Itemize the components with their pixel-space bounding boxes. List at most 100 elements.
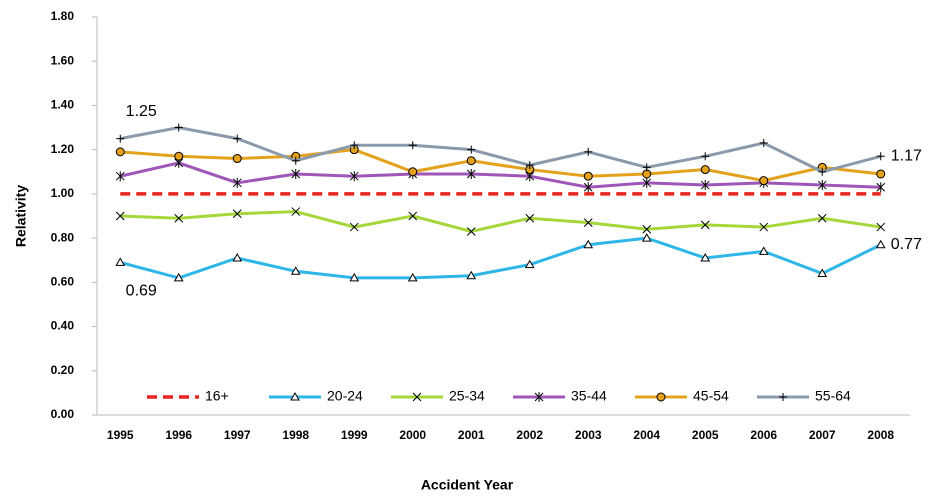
point-marker: [525, 161, 534, 170]
x-tick-label: 2002: [516, 428, 543, 442]
x-tick-label: 2000: [399, 428, 426, 442]
data-label: 1.17: [891, 148, 922, 165]
point-marker: [466, 156, 476, 166]
data-label: 0.69: [126, 283, 157, 300]
x-tick-label: 2008: [867, 428, 894, 442]
point-marker: [232, 177, 242, 188]
point-marker: [700, 253, 711, 262]
point-marker: [115, 211, 125, 221]
point-marker: [115, 257, 126, 266]
y-tick-label: 1.20: [51, 142, 75, 156]
x-tick-label: 2006: [750, 428, 777, 442]
point-marker: [467, 145, 476, 154]
x-tick-label: 2007: [809, 428, 836, 442]
point-marker: [466, 270, 477, 280]
legend-label: 20-24: [327, 388, 363, 404]
data-label: 0.77: [891, 236, 922, 253]
point-marker: [349, 222, 359, 232]
point-marker: [700, 220, 710, 230]
point-marker: [700, 180, 710, 191]
point-marker: [583, 218, 593, 227]
legend-label: 25-34: [449, 388, 485, 404]
point-marker: [407, 272, 418, 282]
x-tick-label: 1996: [165, 428, 192, 442]
legend-label: 35-44: [571, 388, 607, 404]
point-marker: [115, 171, 125, 182]
y-tick-label: 1.40: [51, 98, 75, 112]
x-tick-label: 2001: [458, 428, 485, 442]
point-marker: [583, 171, 593, 181]
x-tick-label: 2005: [692, 428, 719, 442]
point-marker: [408, 211, 418, 221]
point-marker: [116, 134, 125, 143]
point-marker: [525, 213, 535, 223]
point-marker: [642, 163, 651, 172]
point-marker: [700, 165, 710, 175]
point-marker: [641, 233, 652, 242]
series-line: [120, 148, 881, 183]
x-tick-label: 2004: [633, 428, 660, 442]
point-marker: [758, 246, 769, 255]
y-tick-label: 1.60: [51, 53, 75, 67]
x-tick-label: 1995: [107, 428, 134, 442]
legend-marker: [534, 392, 544, 402]
legend-label: 16+: [205, 388, 229, 404]
point-marker: [466, 227, 476, 236]
point-marker: [173, 272, 184, 282]
point-marker: [642, 177, 652, 188]
series-line: [119, 236, 882, 280]
point-marker: [290, 266, 301, 275]
point-marker: [876, 222, 886, 232]
point-marker: [233, 134, 242, 143]
point-marker: [291, 156, 300, 165]
point-marker: [232, 253, 243, 262]
point-marker: [115, 147, 125, 157]
data-label: 1.25: [126, 103, 157, 120]
point-marker: [408, 141, 417, 150]
point-marker: [759, 139, 768, 148]
point-marker: [642, 224, 652, 234]
point-marker: [583, 182, 593, 193]
point-marker: [349, 171, 359, 182]
y-tick-label: 0.00: [51, 407, 75, 421]
point-marker: [817, 213, 827, 223]
point-marker: [759, 222, 769, 232]
legend-label: 45-54: [693, 388, 729, 404]
y-tick-label: 0.20: [51, 363, 75, 377]
series-line: [119, 161, 881, 189]
point-marker: [350, 141, 359, 150]
legend-label: 55-64: [815, 388, 851, 404]
legend-marker: [290, 391, 300, 401]
y-tick-label: 0.80: [51, 230, 75, 244]
series-line: [119, 126, 882, 174]
point-marker: [408, 167, 418, 177]
point-marker: [818, 167, 827, 176]
point-marker: [876, 152, 885, 161]
x-tick-label: 1997: [224, 428, 251, 442]
y-axis-title: Relativity: [13, 185, 29, 247]
point-marker: [466, 168, 476, 179]
y-tick-label: 1.80: [51, 9, 75, 23]
legend-marker: [779, 393, 787, 401]
point-marker: [584, 147, 593, 156]
point-marker: [817, 268, 828, 277]
point-marker: [817, 180, 827, 191]
legend-marker: [412, 392, 422, 402]
y-tick-label: 0.60: [51, 275, 75, 289]
point-marker: [759, 176, 769, 186]
point-marker: [232, 209, 242, 219]
y-tick-label: 1.00: [51, 186, 75, 200]
legend-marker: [656, 392, 666, 402]
x-tick-label: 1999: [341, 428, 368, 442]
point-marker: [876, 169, 886, 179]
point-marker: [174, 213, 184, 223]
point-marker: [349, 272, 360, 282]
point-marker: [291, 168, 301, 179]
point-marker: [701, 152, 710, 161]
point-marker: [174, 123, 183, 132]
y-tick-label: 0.40: [51, 319, 75, 333]
point-marker: [524, 259, 535, 269]
x-tick-label: 2003: [575, 428, 602, 442]
